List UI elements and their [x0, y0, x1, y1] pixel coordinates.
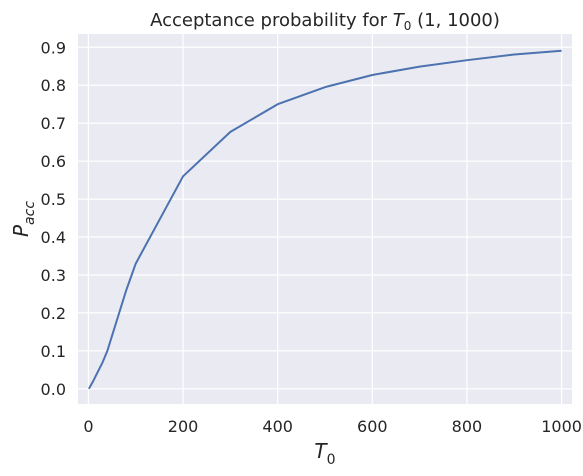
x-tick-label-2: 400 — [262, 417, 293, 436]
x-tick-label-4: 800 — [452, 417, 483, 436]
x-tick-label-3: 600 — [357, 417, 388, 436]
plot-background — [78, 34, 572, 404]
y-tick-label-8: 0.8 — [41, 76, 66, 95]
chart-title-symbol: T — [393, 10, 406, 31]
y-axis-label-subscript: acc — [22, 201, 38, 225]
x-axis-label-subscript: 0 — [327, 452, 336, 468]
y-tick-label-4: 0.4 — [41, 228, 66, 247]
x-tick-labels: 0 200 400 600 800 1000 — [83, 417, 582, 436]
y-tick-labels: 0.0 0.1 0.2 0.3 0.4 0.5 0.6 0.7 0.8 0.9 — [41, 38, 66, 399]
y-tick-label-6: 0.6 — [41, 152, 66, 171]
x-tick-label-1: 200 — [168, 417, 199, 436]
y-tick-label-0: 0.0 — [41, 380, 66, 399]
chart-title-suffix: (1, 1000) — [411, 10, 499, 31]
chart-title-subscript: 0 — [404, 19, 412, 33]
x-tick-label-0: 0 — [83, 417, 93, 436]
x-axis-label-symbol: T — [314, 439, 328, 463]
y-tick-label-1: 0.1 — [41, 342, 66, 361]
y-tick-label-7: 0.7 — [41, 114, 66, 133]
grid-lines — [78, 34, 572, 404]
y-axis-label: Pacc — [9, 201, 38, 237]
chart-title: Acceptance probability for T0 (1, 1000) — [150, 10, 500, 33]
series-line — [88, 49, 562, 390]
y-tick-label-9: 0.9 — [41, 38, 66, 57]
y-tick-label-3: 0.3 — [41, 266, 66, 285]
chart-title-prefix: Acceptance probability for — [150, 10, 393, 31]
x-axis-label: T0 — [314, 439, 335, 468]
y-tick-label-2: 0.2 — [41, 304, 66, 323]
y-tick-label-5: 0.5 — [41, 190, 66, 209]
y-axis-label-symbol: P — [9, 224, 33, 237]
x-tick-label-5: 1000 — [541, 417, 582, 436]
